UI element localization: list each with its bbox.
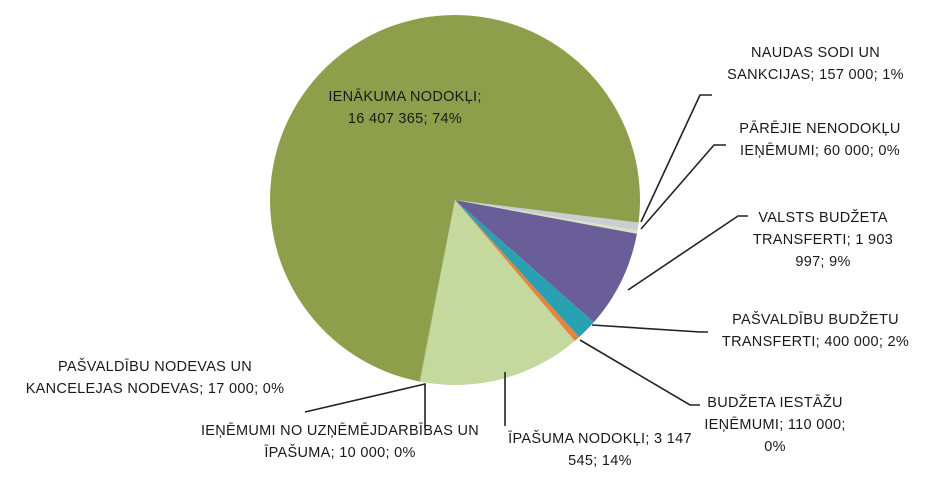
- value-label: 17 000; 0%: [207, 381, 285, 397]
- leader-lines: [304, 94, 748, 428]
- value-label: 60 000; 0%: [823, 143, 900, 159]
- leader-line: [640, 144, 726, 230]
- value-label: 110 000; 0%: [764, 417, 846, 455]
- data-label: PAŠVALDĪBU BUDŽETU TRANSFERTI; 400 000; …: [708, 309, 923, 353]
- value-label: 1 903 997; 9%: [795, 232, 894, 270]
- category-label: IEŅĒMUMI NO UZŅĒMĒJDARBĪBAS UN ĪPAŠUMA;: [200, 423, 480, 461]
- pie-slice: [455, 200, 638, 234]
- value-label: 3 147 545; 14%: [568, 431, 692, 469]
- category-label: BUDŽETA IESTĀŽU IEŅĒMUMI;: [704, 395, 843, 433]
- leader-line: [627, 215, 748, 291]
- data-label: BUDŽETA IESTĀŽU IEŅĒMUMI; 110 000; 0%: [700, 392, 850, 458]
- value-label: 10 000; 0%: [339, 445, 416, 461]
- pie-slice: [270, 14, 640, 382]
- category-label: NAUDAS SODI UN SANKCIJAS;: [727, 45, 881, 83]
- value-label: 16 407 365; 74%: [347, 111, 463, 127]
- leader-line: [591, 324, 708, 333]
- leader-line: [640, 94, 712, 223]
- category-label: PAŠVALDĪBU BUDŽETU TRANSFERTI;: [721, 312, 899, 350]
- pie-slice: [419, 200, 455, 382]
- data-label: VALSTS BUDŽETA TRANSFERTI; 1 903 997; 9%: [748, 207, 898, 273]
- slices: [270, 14, 640, 385]
- category-label: PAŠVALDĪBU NODEVAS UN KANCELEJAS NODEVAS…: [25, 359, 253, 397]
- category-label: VALSTS BUDŽETA TRANSFERTI;: [752, 210, 888, 248]
- data-label: IENĀKUMA NODOKĻI; 16 407 365; 74%: [325, 86, 485, 130]
- pie-slice: [455, 200, 580, 341]
- data-label: PAŠVALDĪBU NODEVAS UN KANCELEJAS NODEVAS…: [10, 356, 300, 400]
- data-label: ĪPAŠUMA NODOKĻI; 3 147 545; 14%: [505, 428, 695, 472]
- category-label: PĀRĒJIE NENODOKĻU IEŅĒMUMI;: [739, 121, 901, 159]
- pie-slice: [455, 200, 594, 338]
- pie-slice: [420, 200, 455, 382]
- category-label: IENĀKUMA NODOKĻI;: [328, 89, 482, 105]
- data-label: PĀRĒJIE NENODOKĻU IEŅĒMUMI; 60 000; 0%: [730, 118, 910, 162]
- pie-slice: [455, 200, 639, 231]
- data-label: IEŅĒMUMI NO UZŅĒMĒJDARBĪBAS UN ĪPAŠUMA; …: [190, 420, 490, 464]
- pie-slice: [455, 200, 637, 323]
- value-label: 157 000; 1%: [819, 67, 904, 83]
- data-label: NAUDAS SODI UN SANKCIJAS; 157 000; 1%: [718, 42, 913, 86]
- leader-line: [579, 339, 700, 406]
- value-label: 400 000; 2%: [824, 334, 910, 350]
- pie-slice: [420, 200, 575, 385]
- leader-line: [304, 382, 426, 428]
- category-label: ĪPAŠUMA NODOKĻI;: [508, 431, 650, 447]
